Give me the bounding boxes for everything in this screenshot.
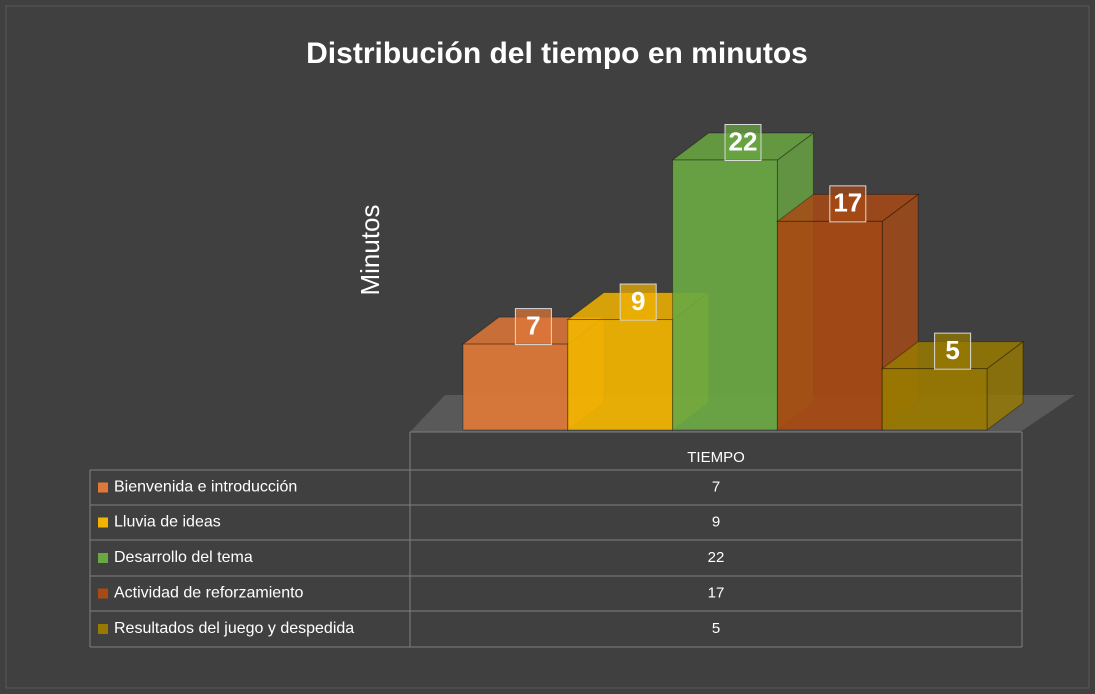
data-label: 17 xyxy=(833,188,862,218)
data-label-box xyxy=(829,185,867,223)
data-label-box xyxy=(619,283,657,321)
table-value: 17 xyxy=(708,584,725,601)
legend-label: Lluvia de ideas xyxy=(114,514,221,531)
bar-front xyxy=(672,159,778,431)
legend-label: Actividad de reforzamiento xyxy=(114,585,304,602)
table-header: TIEMPO xyxy=(687,449,745,466)
legend-key xyxy=(98,517,108,528)
legend-label: Desarrollo del tema xyxy=(114,549,253,566)
table-value: 9 xyxy=(712,513,720,530)
chart-title: Distribución del tiempo en minutos xyxy=(306,37,808,70)
table-value: 22 xyxy=(708,549,725,566)
table-value: 7 xyxy=(712,478,720,495)
table-value: 5 xyxy=(712,620,720,637)
legend-key xyxy=(98,553,108,563)
legend-label: Bienvenida e introducción xyxy=(114,479,297,496)
bar-front xyxy=(776,220,883,431)
y-axis-label: Minutos xyxy=(355,204,385,295)
data-label: 9 xyxy=(631,286,645,316)
data-label-box xyxy=(724,124,762,161)
data-label-box xyxy=(514,308,552,346)
bar-front xyxy=(881,368,988,431)
legend-key xyxy=(98,624,108,634)
legend-label: Resultados del juego y despedida xyxy=(114,620,354,637)
legend-key xyxy=(98,482,108,493)
data-label: 22 xyxy=(729,126,758,156)
legend-key xyxy=(98,588,108,599)
data-label-box xyxy=(934,332,972,370)
data-label: 5 xyxy=(945,335,959,365)
data-label: 7 xyxy=(526,310,540,340)
bar-front xyxy=(462,343,569,431)
bar-front xyxy=(567,319,674,431)
